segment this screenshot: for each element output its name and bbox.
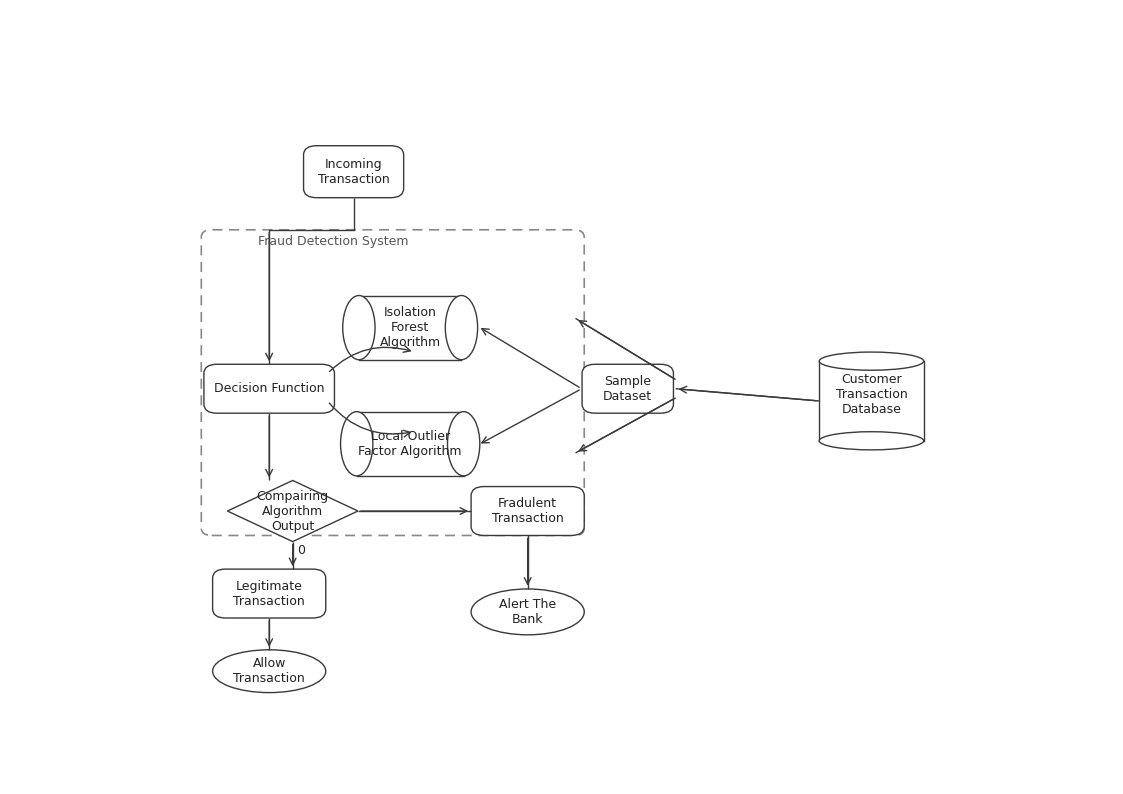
Bar — [820, 361, 923, 441]
Ellipse shape — [446, 295, 477, 360]
Text: Sample
Dataset: Sample Dataset — [603, 375, 652, 403]
Text: Isolation
Forest
Algorithm: Isolation Forest Algorithm — [380, 306, 440, 349]
FancyBboxPatch shape — [359, 295, 462, 360]
FancyBboxPatch shape — [212, 569, 326, 618]
Ellipse shape — [447, 411, 480, 476]
Text: Alert The
Bank: Alert The Bank — [499, 598, 556, 626]
Text: Fradulent
Transaction: Fradulent Transaction — [492, 497, 564, 525]
Text: 0: 0 — [296, 544, 305, 557]
Text: Compairing
Algorithm
Output: Compairing Algorithm Output — [257, 490, 329, 533]
Text: Customer
Transaction
Database: Customer Transaction Database — [836, 373, 907, 416]
FancyBboxPatch shape — [472, 487, 584, 535]
Polygon shape — [227, 480, 358, 542]
Text: Fraud Detection System: Fraud Detection System — [258, 235, 409, 248]
Text: Decision Function: Decision Function — [214, 382, 325, 395]
Ellipse shape — [472, 589, 584, 635]
FancyBboxPatch shape — [357, 411, 464, 476]
Text: Incoming
Transaction: Incoming Transaction — [318, 158, 390, 186]
Ellipse shape — [819, 352, 923, 370]
Text: Legitimate
Transaction: Legitimate Transaction — [234, 580, 305, 607]
Text: Local Outlier
Factor Algorithm: Local Outlier Factor Algorithm — [358, 430, 462, 458]
Ellipse shape — [819, 432, 923, 450]
FancyBboxPatch shape — [582, 364, 674, 413]
FancyBboxPatch shape — [204, 364, 335, 413]
Ellipse shape — [212, 649, 326, 692]
Text: Allow
Transaction: Allow Transaction — [234, 657, 305, 685]
Ellipse shape — [340, 411, 373, 476]
Ellipse shape — [343, 295, 375, 360]
FancyBboxPatch shape — [303, 146, 403, 198]
